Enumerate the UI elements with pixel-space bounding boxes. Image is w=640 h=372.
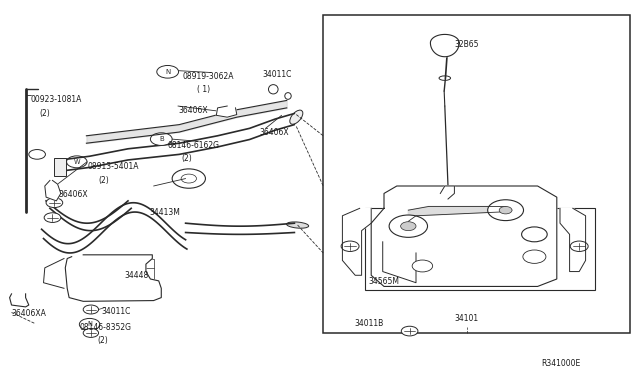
Ellipse shape xyxy=(287,222,308,228)
Ellipse shape xyxy=(285,93,291,99)
Text: ( 1): ( 1) xyxy=(197,85,211,94)
Text: 36406XA: 36406XA xyxy=(12,309,46,318)
Text: 36406X: 36406X xyxy=(178,106,207,115)
Text: B: B xyxy=(159,136,164,142)
Ellipse shape xyxy=(290,110,303,124)
Polygon shape xyxy=(65,255,161,301)
Circle shape xyxy=(570,241,588,251)
Bar xyxy=(365,208,595,290)
Text: 00923-1081A: 00923-1081A xyxy=(31,95,82,104)
Bar xyxy=(76,259,92,294)
Polygon shape xyxy=(440,186,454,199)
Circle shape xyxy=(389,215,428,237)
Bar xyxy=(323,15,630,333)
Text: (2): (2) xyxy=(40,109,51,118)
Polygon shape xyxy=(342,208,371,275)
Circle shape xyxy=(157,65,179,78)
Circle shape xyxy=(83,305,99,314)
Text: 08146-6162G: 08146-6162G xyxy=(168,141,220,150)
Text: 34413M: 34413M xyxy=(149,208,180,217)
Circle shape xyxy=(67,156,87,168)
Text: 08913-5401A: 08913-5401A xyxy=(88,162,139,171)
Circle shape xyxy=(150,133,172,145)
Polygon shape xyxy=(560,208,586,272)
Circle shape xyxy=(523,250,546,263)
Polygon shape xyxy=(10,294,29,307)
Text: 32B65: 32B65 xyxy=(454,40,479,49)
Circle shape xyxy=(341,241,359,251)
Text: (2): (2) xyxy=(98,176,109,185)
Circle shape xyxy=(522,227,547,242)
Polygon shape xyxy=(383,242,416,283)
Circle shape xyxy=(412,260,433,272)
Ellipse shape xyxy=(269,85,278,94)
Text: 34448: 34448 xyxy=(125,271,149,280)
Text: W: W xyxy=(74,159,80,165)
Text: 08919-3062A: 08919-3062A xyxy=(182,72,234,81)
Circle shape xyxy=(44,213,61,222)
Text: R341000E: R341000E xyxy=(541,359,580,368)
Bar xyxy=(141,259,154,279)
Text: 34565M: 34565M xyxy=(369,277,399,286)
Circle shape xyxy=(499,206,512,214)
Polygon shape xyxy=(431,35,459,57)
Text: 34011C: 34011C xyxy=(262,70,292,79)
Text: N: N xyxy=(87,321,92,327)
Circle shape xyxy=(83,328,99,337)
Polygon shape xyxy=(371,186,557,286)
Ellipse shape xyxy=(439,76,451,80)
Polygon shape xyxy=(216,106,237,117)
Text: 34011B: 34011B xyxy=(354,319,383,328)
Text: 36406X: 36406X xyxy=(59,190,88,199)
Circle shape xyxy=(401,326,418,336)
Circle shape xyxy=(29,150,45,159)
Circle shape xyxy=(488,200,524,221)
Circle shape xyxy=(401,222,416,231)
Polygon shape xyxy=(44,259,64,288)
Circle shape xyxy=(172,169,205,188)
Text: 08146-8352G: 08146-8352G xyxy=(79,323,131,332)
Polygon shape xyxy=(408,206,512,221)
Text: (2): (2) xyxy=(97,336,108,345)
Text: (2): (2) xyxy=(181,154,192,163)
Circle shape xyxy=(46,198,63,208)
Circle shape xyxy=(79,318,100,330)
Text: 34101: 34101 xyxy=(454,314,479,323)
Polygon shape xyxy=(45,180,61,201)
Text: N: N xyxy=(165,69,170,75)
Text: 34011C: 34011C xyxy=(101,307,131,316)
Bar xyxy=(54,158,66,176)
Text: 36406X: 36406X xyxy=(259,128,289,137)
